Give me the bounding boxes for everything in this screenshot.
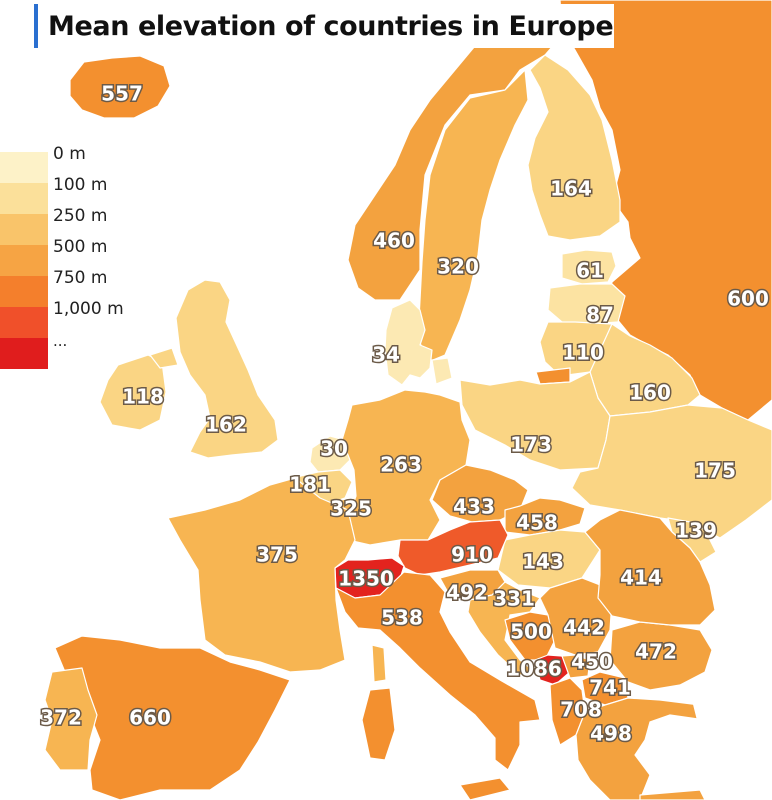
value-label-serbia: 442 [563, 616, 605, 640]
country-sweden [417, 69, 529, 363]
value-label-italy: 538 [381, 606, 423, 630]
value-label-norway: 460 [373, 229, 415, 253]
value-label-slovenia: 492 [446, 581, 488, 605]
value-label-netherlands: 30 [320, 437, 348, 461]
value-label-greece: 498 [590, 722, 632, 746]
legend-label: 0 m [53, 144, 86, 164]
country-croatia [467, 581, 541, 676]
country-uk-northern-ireland [149, 347, 179, 369]
legend-item: 1,000 m [0, 297, 140, 338]
value-label-latvia: 87 [586, 303, 614, 327]
value-label-portugal: 372 [40, 706, 82, 730]
value-label-uk: 162 [205, 413, 247, 437]
country-uk [175, 279, 279, 459]
country-regions [44, 0, 772, 800]
country-netherlands [309, 435, 353, 473]
country-norway [347, 9, 559, 301]
country-italy-sardinia [361, 687, 396, 761]
value-label-sweden: 320 [437, 255, 479, 279]
country-portugal [44, 667, 98, 771]
value-label-spain: 660 [129, 706, 171, 730]
value-label-croatia: 331 [493, 587, 535, 611]
map-title: Mean elevation of countries in Europe [48, 10, 614, 42]
value-label-lithuania: 110 [562, 341, 604, 365]
country-finland [527, 54, 621, 241]
value-label-finland: 164 [550, 177, 592, 201]
country-ukraine [571, 404, 772, 539]
country-hungary [497, 529, 601, 589]
legend-item: 500 m [0, 235, 140, 276]
value-label-germany: 263 [380, 453, 422, 477]
value-labels: 600 557 460 320 164 61 87 110 160 173 175 139 34 118 1… [39, 80, 771, 747]
value-label-ukraine: 175 [694, 459, 736, 483]
country-iceland [69, 55, 171, 119]
value-label-iceland: 557 [101, 82, 143, 106]
value-label-romania: 414 [620, 566, 662, 590]
legend-label: 100 m [53, 175, 108, 195]
title-box: Mean elevation of countries in Europe [34, 4, 614, 48]
value-label-albania: 708 [560, 698, 602, 722]
value-label-denmark: 34 [372, 343, 400, 367]
value-label-estonia: 61 [576, 259, 604, 283]
country-denmark [384, 299, 433, 386]
country-bosnia [504, 611, 556, 661]
country-romania [584, 509, 716, 626]
legend-item: 750 m [0, 266, 140, 307]
country-france-corsica [371, 644, 387, 683]
value-label-bulgaria: 472 [635, 640, 677, 664]
legend-label: 250 m [53, 206, 108, 226]
legend-label: 500 m [53, 237, 108, 257]
value-label-switzerland: 1350 [338, 567, 394, 591]
value-label-luxembourg: 325 [330, 497, 372, 521]
value-label-france: 375 [256, 543, 298, 567]
value-label-montenegro: 1086 [506, 657, 562, 681]
value-label-slovakia: 458 [516, 511, 558, 535]
value-label-czechia: 433 [453, 495, 495, 519]
country-serbia [539, 577, 613, 656]
country-slovakia [504, 497, 586, 536]
legend: 0 m 100 m 250 m 500 m 750 m 1,000 m ... [0, 142, 140, 369]
legend-label: 1,000 m [53, 299, 124, 319]
country-estonia [561, 249, 617, 285]
value-label-belgium: 181 [289, 473, 331, 497]
legend-item [0, 328, 140, 369]
legend-item: 0 m [0, 142, 140, 183]
legend-item: 100 m [0, 173, 140, 214]
legend-swatch [0, 152, 48, 183]
value-label-ireland: 118 [122, 385, 164, 409]
legend-swatch [0, 307, 48, 338]
country-greece-crete [639, 789, 706, 800]
legend-more-text: ... [53, 332, 68, 350]
legend-swatch [0, 245, 48, 276]
value-label-moldova: 139 [675, 519, 717, 543]
country-greece [575, 697, 706, 800]
value-label-north-macedonia: 741 [589, 676, 631, 700]
legend-swatch [0, 276, 48, 307]
legend-swatch [0, 183, 48, 214]
value-label-poland: 173 [510, 433, 552, 457]
legend-items: 0 m 100 m 250 m 500 m 750 m 1,000 m [0, 142, 140, 369]
country-austria [397, 519, 509, 576]
country-turkey [689, 679, 772, 800]
country-denmark-zealand [431, 357, 453, 385]
country-italy-sicily [459, 777, 511, 800]
value-label-kosovo: 450 [571, 650, 613, 674]
value-label-bosnia: 500 [510, 620, 552, 644]
legend-swatch [0, 214, 48, 245]
value-label-hungary: 143 [522, 550, 564, 574]
value-label-russia: 600 [727, 287, 769, 311]
country-italy [335, 571, 541, 771]
value-label-belarus: 160 [629, 381, 671, 405]
country-kosovo [561, 654, 591, 679]
country-france [167, 477, 356, 673]
legend-item: 250 m [0, 204, 140, 245]
country-latvia [547, 283, 626, 325]
legend-label: 750 m [53, 268, 108, 288]
legend-swatch [0, 338, 48, 369]
country-germany [341, 389, 471, 546]
value-label-austria: 910 [451, 543, 493, 567]
